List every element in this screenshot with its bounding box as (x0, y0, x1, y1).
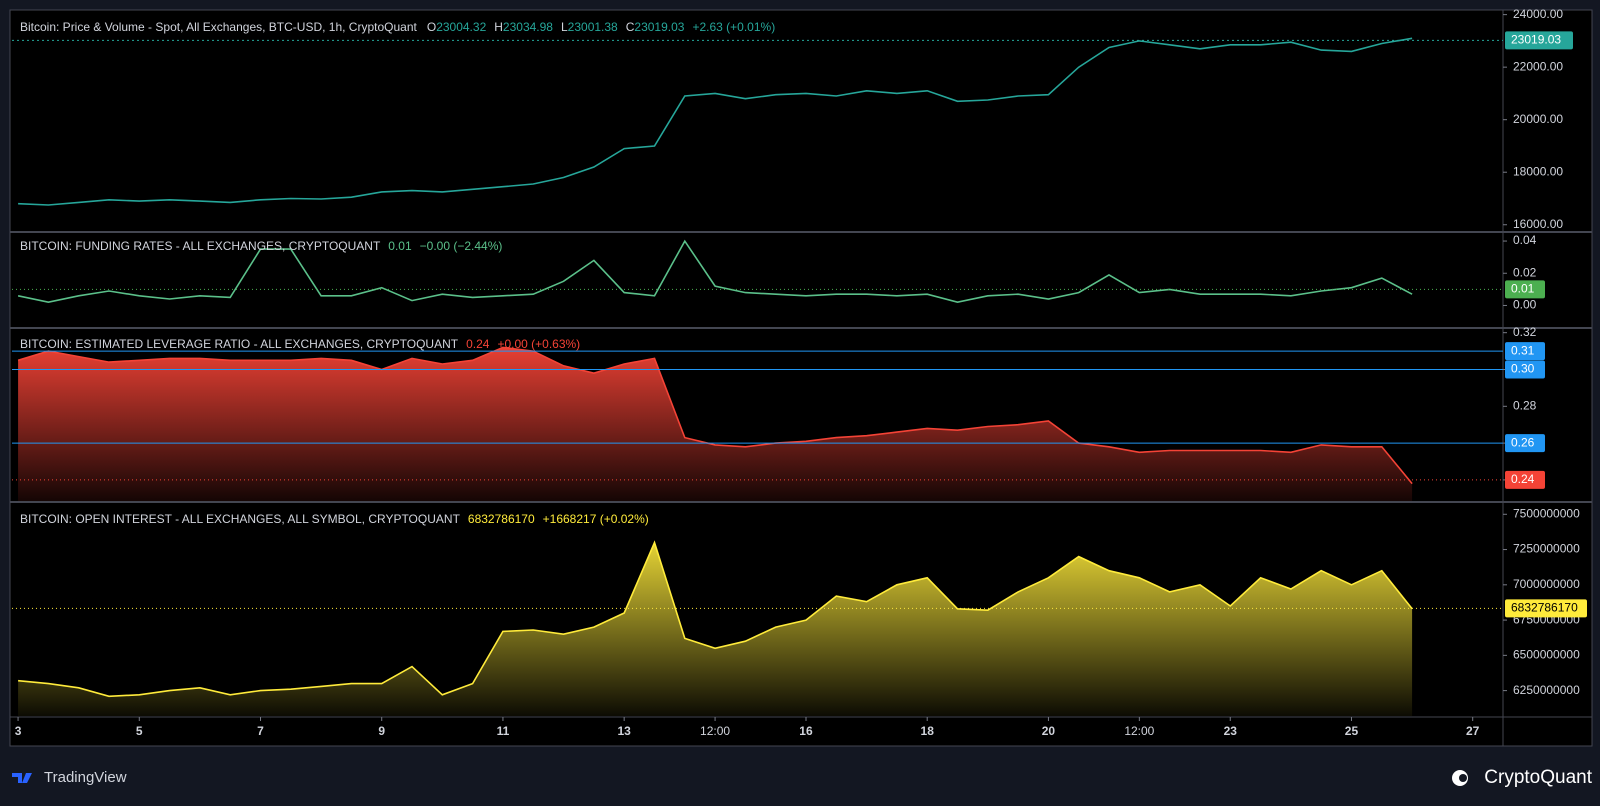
stat-label: C (626, 20, 635, 34)
stat-value: 23019.03 (634, 20, 684, 34)
x-tick-label: 11 (497, 724, 510, 738)
level-label: 0.24 (1511, 472, 1535, 486)
series-line (18, 37, 1413, 206)
pane-title: BITCOIN: FUNDING RATES - ALL EXCHANGES, … (20, 239, 381, 253)
series-line (17, 346, 1413, 485)
stat-value: 23034.98 (503, 20, 553, 34)
series-line (18, 540, 1413, 698)
level-badge (1505, 31, 1573, 50)
stat-label: O (427, 20, 436, 34)
stat-value: 0.01 (388, 239, 412, 253)
tradingview-logo: TradingView (12, 769, 127, 786)
level-badge (1505, 434, 1545, 453)
level-badge (1505, 470, 1545, 489)
area-fill (18, 542, 1413, 716)
pane: 6250000000650000000067500000007000000000… (12, 506, 1587, 738)
y-tick-label: 0.32 (1513, 325, 1537, 339)
y-tick-label: 18000.00 (1513, 164, 1563, 178)
level-label: 0.26 (1511, 435, 1535, 449)
y-tick-label: 24000.00 (1513, 7, 1563, 21)
x-tick-label: 12:00 (700, 724, 730, 738)
y-tick-label: 0.04 (1513, 233, 1537, 247)
x-tick-label: 13 (617, 724, 631, 738)
x-tick-label: 27 (1466, 724, 1480, 738)
stat-value: +0.00 (+0.63%) (497, 337, 580, 351)
y-tick-label: 20000.00 (1513, 112, 1563, 126)
cryptoquant-logo: CryptoQuant (1452, 767, 1593, 788)
footer-right: CryptoQuant (1484, 767, 1592, 788)
level-badge (1505, 342, 1545, 361)
y-tick-label: 7250000000 (1513, 542, 1580, 556)
y-tick-label: 7000000000 (1513, 577, 1580, 591)
y-tick-label: 16000.00 (1513, 217, 1563, 231)
level-label: 23019.03 (1511, 33, 1561, 47)
y-tick-label: 6500000000 (1513, 648, 1580, 662)
y-tick-label: 7500000000 (1513, 506, 1580, 520)
x-tick-label: 23 (1224, 724, 1238, 738)
y-tick-label: 6250000000 (1513, 683, 1580, 697)
pane-title: BITCOIN: OPEN INTEREST - ALL EXCHANGES, … (20, 512, 461, 526)
x-tick-label: 12:00 (1124, 724, 1154, 738)
pane-title: BITCOIN: ESTIMATED LEVERAGE RATIO - ALL … (20, 337, 459, 351)
x-tick-label: 9 (378, 724, 385, 738)
pane-title: Bitcoin: Price & Volume - Spot, All Exch… (20, 20, 418, 34)
stat-value: −0.00 (−2.44%) (420, 239, 503, 253)
pane-header: BITCOIN: ESTIMATED LEVERAGE RATIO - ALL … (20, 337, 580, 351)
stat-value: +1668217 (+0.02%) (543, 512, 649, 526)
y-tick-label: 0.02 (1513, 265, 1537, 279)
pane-header: BITCOIN: FUNDING RATES - ALL EXCHANGES, … (20, 239, 502, 253)
stat-value: 23004.32 (436, 20, 486, 34)
level-label: 0.01 (1511, 282, 1535, 296)
y-tick-label: 0.00 (1513, 298, 1537, 312)
stat-value: +2.63 (+0.01%) (692, 20, 775, 34)
series-line (17, 239, 1413, 304)
level-badge (1505, 360, 1545, 379)
footer-left: TradingView (44, 769, 127, 786)
x-tick-label: 7 (257, 724, 264, 738)
x-tick-label: 25 (1345, 724, 1359, 738)
stat-label: L (561, 20, 568, 34)
stat-value: 6832786170 (468, 512, 535, 526)
pane: 16000.00 18000.00 20000.00 22000.00 24000.00… (12, 7, 1573, 231)
pane: 0.00 0.02 0.04 0.01 BITCOIN: FUNDING RATES -… (12, 233, 1545, 312)
x-tick-label: 5 (136, 724, 143, 738)
x-tick-label: 18 (921, 724, 935, 738)
stat-value: 0.24 (466, 337, 490, 351)
level-badge (1505, 599, 1587, 618)
level-label: 6832786170 (1511, 601, 1578, 615)
pane-header: BITCOIN: OPEN INTEREST - ALL EXCHANGES, … (20, 512, 649, 526)
x-tick-label: 3 (15, 724, 22, 738)
x-tick-label: 16 (799, 724, 813, 738)
pane-header: Bitcoin: Price & Volume - Spot, All Exch… (20, 20, 775, 34)
y-tick-label: 22000.00 (1513, 59, 1563, 73)
level-badge (1505, 280, 1545, 299)
level-label: 0.31 (1511, 343, 1535, 357)
stat-label: H (494, 20, 503, 34)
x-tick-label: 20 (1042, 724, 1056, 738)
stat-value: 23001.38 (568, 20, 618, 34)
pane: 0.240.260.280.300.320.310.300.260.24BITC… (12, 325, 1545, 502)
y-tick-label: 0.28 (1513, 398, 1537, 412)
area-fill (18, 347, 1413, 502)
level-label: 0.30 (1511, 362, 1535, 376)
